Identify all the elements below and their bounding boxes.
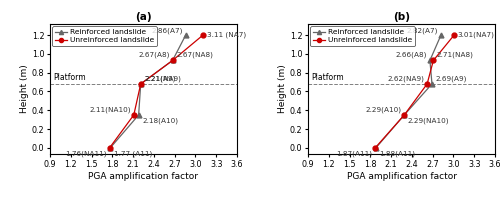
- Unreinforced landslide: [200, 34, 206, 36]
- Text: 2.66(A8): 2.66(A8): [396, 51, 427, 58]
- Title: (a): (a): [135, 12, 152, 22]
- Line: Unreinforced landslide: Unreinforced landslide: [373, 33, 456, 150]
- Text: 2.21(NA9): 2.21(NA9): [144, 76, 181, 83]
- Unreinforced landslide: [106, 147, 112, 149]
- Reinforced landslide: [427, 59, 433, 62]
- Text: 2.18(A10): 2.18(A10): [142, 117, 178, 124]
- Text: 2.11(NA10): 2.11(NA10): [90, 106, 131, 113]
- Unreinforced landslide: [131, 114, 137, 116]
- Title: (b): (b): [393, 12, 410, 22]
- Text: 2.21(A9): 2.21(A9): [144, 76, 176, 83]
- Text: 2.67(NA8): 2.67(NA8): [176, 51, 213, 58]
- X-axis label: PGA amplification factor: PGA amplification factor: [88, 172, 198, 181]
- Unreinforced landslide: [170, 59, 175, 62]
- Reinforced landslide: [170, 59, 175, 62]
- Text: 3.01(NA7): 3.01(NA7): [458, 32, 494, 38]
- Text: 2.67(A8): 2.67(A8): [138, 51, 170, 58]
- Reinforced landslide: [182, 34, 188, 36]
- Text: 2.82(A7): 2.82(A7): [407, 27, 438, 34]
- Y-axis label: Height (m): Height (m): [20, 65, 29, 113]
- Text: 2.62(NA9): 2.62(NA9): [388, 76, 424, 83]
- Text: 1.87(A11): 1.87(A11): [336, 150, 372, 157]
- Line: Unreinforced landslide: Unreinforced landslide: [107, 33, 206, 150]
- Text: 2.86(A7): 2.86(A7): [152, 27, 183, 34]
- Text: 3.11 (NA7): 3.11 (NA7): [206, 32, 246, 38]
- Text: Platform: Platform: [54, 73, 86, 82]
- Line: Reinforced landslide: Reinforced landslide: [374, 33, 444, 150]
- Legend: Reinforced landslide, Unreinforced landslide: Reinforced landslide, Unreinforced lands…: [310, 26, 415, 46]
- Text: Platform: Platform: [312, 73, 344, 82]
- Unreinforced landslide: [451, 34, 457, 36]
- Reinforced landslide: [438, 34, 444, 36]
- Unreinforced landslide: [402, 114, 407, 116]
- Reinforced landslide: [429, 83, 435, 85]
- Unreinforced landslide: [138, 83, 143, 85]
- Reinforced landslide: [138, 83, 143, 85]
- Legend: Reinforced landslide, Unreinforced landslide: Reinforced landslide, Unreinforced lands…: [52, 26, 157, 46]
- Text: 1.76(NA11): 1.76(NA11): [66, 150, 107, 157]
- Y-axis label: Height (m): Height (m): [278, 65, 287, 113]
- Text: 1.77 (A11): 1.77 (A11): [114, 150, 152, 157]
- Text: 1.88(A11): 1.88(A11): [380, 150, 416, 157]
- Reinforced landslide: [402, 114, 407, 116]
- Unreinforced landslide: [372, 147, 378, 149]
- Text: 2.29(NA10): 2.29(NA10): [408, 117, 449, 124]
- X-axis label: PGA amplification factor: PGA amplification factor: [346, 172, 457, 181]
- Reinforced landslide: [136, 114, 141, 116]
- Unreinforced landslide: [430, 59, 436, 62]
- Unreinforced landslide: [424, 83, 430, 85]
- Text: 2.71(NA8): 2.71(NA8): [437, 51, 474, 58]
- Reinforced landslide: [107, 147, 113, 149]
- Text: 2.69(A9): 2.69(A9): [436, 76, 467, 83]
- Reinforced landslide: [373, 147, 379, 149]
- Line: Reinforced landslide: Reinforced landslide: [108, 33, 188, 150]
- Text: 2.29(A10): 2.29(A10): [366, 106, 402, 113]
